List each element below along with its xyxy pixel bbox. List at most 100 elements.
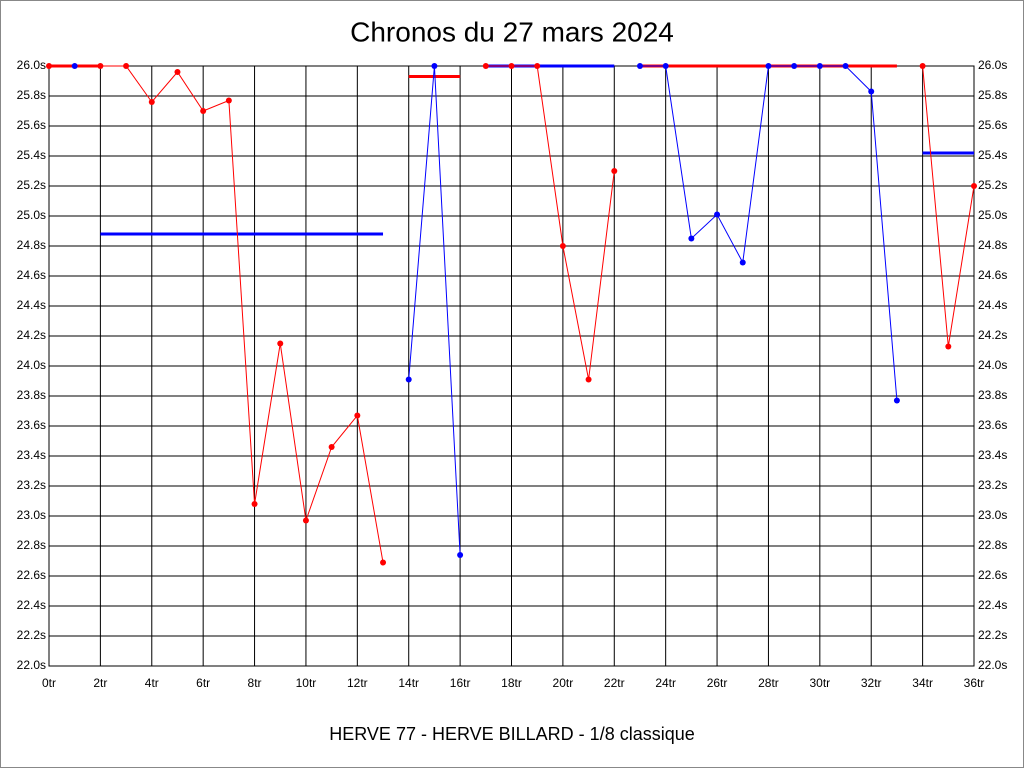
x-tick-label: 12tr: [347, 676, 368, 690]
data-point: [431, 63, 438, 69]
y2-tick-label: 25.0s: [978, 208, 1007, 222]
x-tick-label: 36tr: [964, 676, 985, 690]
y2-tick-label: 24.0s: [978, 358, 1007, 372]
x-tick-label: 8tr: [248, 676, 262, 690]
x-tick-label: 10tr: [296, 676, 317, 690]
x-tick-label: 18tr: [501, 676, 522, 690]
y-tick-label: 22.0s: [17, 658, 46, 672]
y2-tick-label: 26.0s: [978, 58, 1007, 72]
data-point: [688, 235, 695, 242]
data-point: [277, 340, 284, 347]
data-point: [148, 99, 155, 105]
x-tick-label: 6tr: [196, 676, 210, 690]
y-tick-label: 23.6s: [17, 418, 46, 432]
y2-tick-label: 23.2s: [978, 478, 1007, 492]
data-point: [893, 397, 900, 404]
y2-tick-label: 25.4s: [978, 148, 1007, 162]
y2-tick-label: 23.6s: [978, 418, 1007, 432]
data-point: [971, 183, 977, 189]
y-tick-label: 25.4s: [17, 148, 46, 162]
x-tick-label: 32tr: [861, 676, 882, 690]
data-point: [457, 552, 464, 558]
data-point: [611, 168, 618, 174]
y-tick-label: 25.8s: [17, 88, 46, 102]
y2-tick-label: 22.8s: [978, 538, 1007, 552]
data-point: [534, 63, 541, 69]
data-point: [354, 412, 361, 419]
data-point: [919, 63, 926, 69]
data-point: [559, 243, 566, 249]
y-tick-label: 25.6s: [17, 118, 46, 132]
data-point: [791, 63, 798, 69]
data-point: [302, 517, 309, 524]
x-tick-label: 0tr: [42, 676, 56, 690]
y2-tick-label: 23.8s: [978, 388, 1007, 402]
data-point: [945, 343, 952, 350]
x-tick-label: 20tr: [553, 676, 574, 690]
data-point: [328, 444, 335, 450]
data-point: [585, 376, 592, 383]
y-tick-label: 23.0s: [17, 508, 46, 522]
y2-tick-label: 24.2s: [978, 328, 1007, 342]
y-tick-label: 24.2s: [17, 328, 46, 342]
y-tick-label: 22.4s: [17, 598, 46, 612]
y-tick-label: 24.4s: [17, 298, 46, 312]
y2-tick-label: 22.4s: [978, 598, 1007, 612]
data-point: [123, 63, 130, 69]
chart-subtitle: HERVE 77 - HERVE BILLARD - 1/8 classique: [329, 724, 695, 744]
y2-tick-label: 23.0s: [978, 508, 1007, 522]
y2-tick-label: 24.6s: [978, 268, 1007, 282]
data-point: [739, 259, 746, 266]
y-tick-label: 24.6s: [17, 268, 46, 282]
y-tick-label: 23.8s: [17, 388, 46, 402]
y-tick-label: 23.2s: [17, 478, 46, 492]
y-tick-label: 22.6s: [17, 568, 46, 582]
x-tick-label: 26tr: [707, 676, 728, 690]
y2-tick-label: 25.2s: [978, 178, 1007, 192]
data-point: [636, 63, 643, 69]
data-point: [200, 108, 207, 114]
y2-tick-label: 25.6s: [978, 118, 1007, 132]
data-point: [482, 63, 489, 69]
y-tick-label: 26.0s: [17, 58, 46, 72]
y2-tick-label: 22.6s: [978, 568, 1007, 582]
data-point: [508, 63, 515, 69]
y2-tick-label: 24.8s: [978, 238, 1007, 252]
x-tick-label: 4tr: [145, 676, 159, 690]
x-tick-label: 28tr: [758, 676, 779, 690]
data-point: [380, 559, 387, 566]
y2-tick-label: 23.4s: [978, 448, 1007, 462]
y-tick-label: 22.8s: [17, 538, 46, 552]
data-point: [714, 211, 721, 218]
data-point: [816, 63, 823, 69]
data-point: [765, 63, 772, 69]
data-point: [251, 501, 258, 507]
data-point: [71, 63, 78, 69]
data-point: [97, 63, 104, 69]
x-tick-label: 14tr: [398, 676, 419, 690]
y2-tick-label: 22.2s: [978, 628, 1007, 642]
x-tick-label: 2tr: [93, 676, 107, 690]
y2-tick-label: 24.4s: [978, 298, 1007, 312]
chart-title: Chronos du 27 mars 2024: [350, 16, 674, 47]
y-tick-label: 23.4s: [17, 448, 46, 462]
data-point: [174, 69, 181, 75]
x-tick-label: 30tr: [809, 676, 830, 690]
y2-tick-label: 25.8s: [978, 88, 1007, 102]
x-tick-label: 16tr: [450, 676, 471, 690]
y-tick-label: 25.2s: [17, 178, 46, 192]
y-tick-label: 24.0s: [17, 358, 46, 372]
data-point: [405, 376, 412, 383]
data-point: [225, 97, 232, 104]
data-point: [868, 88, 875, 95]
y-tick-label: 24.8s: [17, 238, 46, 252]
y-tick-label: 25.0s: [17, 208, 46, 222]
y2-tick-label: 22.0s: [978, 658, 1007, 672]
data-point: [842, 63, 849, 69]
x-tick-label: 22tr: [604, 676, 625, 690]
x-tick-label: 34tr: [912, 676, 933, 690]
x-tick-label: 24tr: [655, 676, 676, 690]
y-tick-label: 22.2s: [17, 628, 46, 642]
